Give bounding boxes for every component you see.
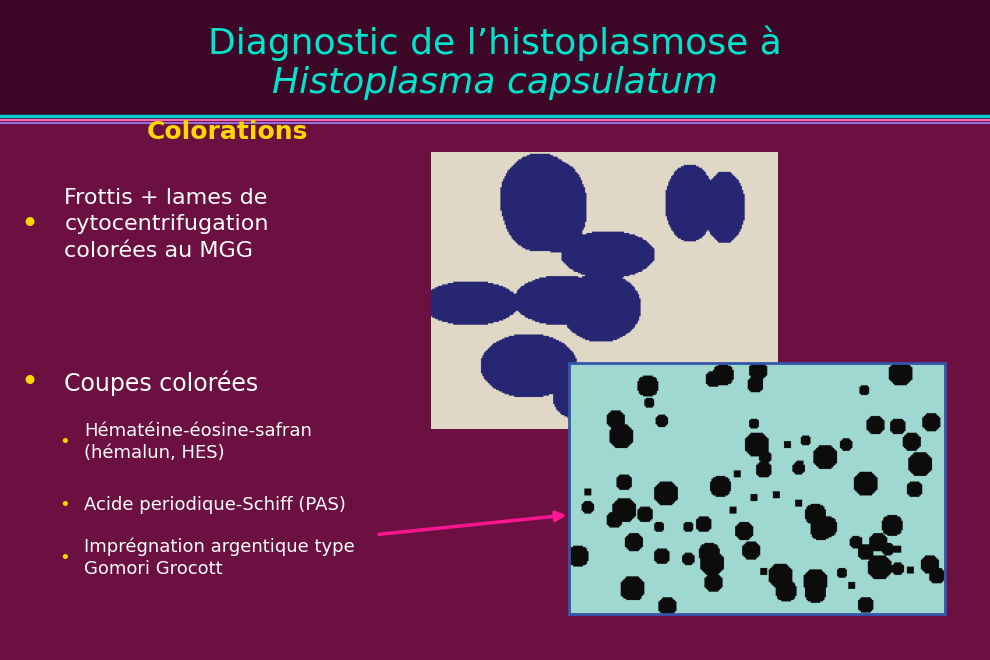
Text: Histoplasma capsulatum: Histoplasma capsulatum [272, 65, 718, 100]
Text: •: • [21, 368, 39, 397]
Text: •: • [59, 548, 69, 567]
Text: Coupes colorées: Coupes colorées [64, 370, 258, 395]
Text: •: • [59, 433, 69, 451]
FancyBboxPatch shape [0, 0, 990, 119]
Text: Colorations: Colorations [147, 120, 309, 144]
Text: Imprégnation argentique type
Gomori Grocott: Imprégnation argentique type Gomori Groc… [84, 537, 354, 578]
Text: Hématéine-éosine-safran
(hémalun, HES): Hématéine-éosine-safran (hémalun, HES) [84, 422, 312, 462]
Text: Diagnostic de l’histoplasmose à: Diagnostic de l’histoplasmose à [208, 25, 782, 61]
Text: •: • [21, 210, 39, 239]
Text: Acide periodique-Schiff (PAS): Acide periodique-Schiff (PAS) [84, 496, 346, 514]
Text: Frottis + lames de
cytocentrifugation
colorées au MGG: Frottis + lames de cytocentrifugation co… [64, 188, 269, 261]
Text: •: • [59, 496, 69, 514]
FancyBboxPatch shape [0, 120, 990, 660]
